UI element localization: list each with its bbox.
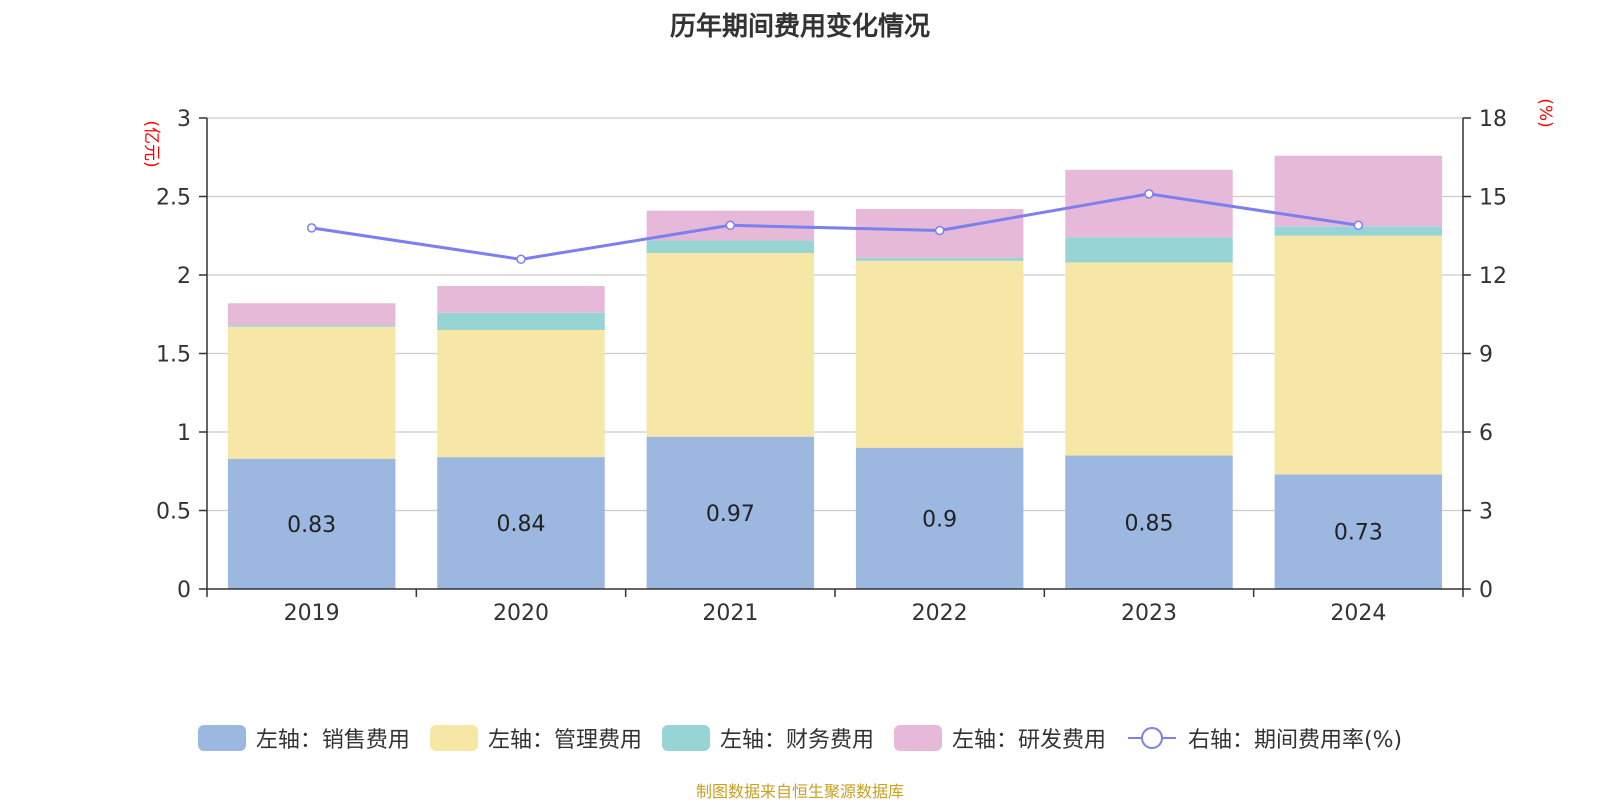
bar-segment xyxy=(1274,474,1443,589)
bar-segment xyxy=(1274,235,1443,475)
right-axis-tick-label: 0 xyxy=(1479,578,1493,603)
rate-point xyxy=(725,220,736,231)
legend-label: 左轴：管理费用 xyxy=(487,728,642,753)
bar-value-label: 0.85 xyxy=(1125,511,1174,536)
rate-point xyxy=(934,225,945,236)
legend-item[interactable]: 左轴：销售费用 xyxy=(197,722,410,754)
rate-line-path xyxy=(311,192,1359,261)
legend-item[interactable]: 左轴：管理费用 xyxy=(429,722,642,754)
left-axis-unit: (亿元) xyxy=(141,120,161,167)
legend-line-swatch xyxy=(1127,727,1176,749)
bar-segment xyxy=(437,285,605,313)
bar-segment xyxy=(227,326,396,459)
left-axis-tick-label: 0.5 xyxy=(156,500,191,525)
x-axis-tick-label: 2024 xyxy=(1330,601,1386,626)
bars xyxy=(227,155,1443,589)
x-axis-tick-label: 2021 xyxy=(702,601,758,626)
rate-point xyxy=(516,254,526,265)
bar-value-label: 0.83 xyxy=(287,513,336,538)
x-axis-tick-label: 2023 xyxy=(1121,601,1177,626)
bar-segment xyxy=(227,325,396,327)
bar-value-label: 0.84 xyxy=(497,512,546,537)
axes: 0 0.5 1 1.5 2 2.5 3 0 3 6 9 12 15 18 (亿元) (%) 2019 2020 20… xyxy=(141,98,1555,626)
bar-segment xyxy=(227,458,396,589)
left-axis-tick-label: 1 xyxy=(177,421,191,446)
bar-segment xyxy=(437,329,605,458)
legend-label: 右轴：期间费用率(%) xyxy=(1187,728,1403,753)
legend-label: 左轴：研发费用 xyxy=(951,728,1106,753)
bar-segment xyxy=(1065,455,1233,589)
x-axis-tick-label: 2022 xyxy=(912,601,968,626)
right-axis-tick-label: 12 xyxy=(1479,264,1507,289)
bar-segment xyxy=(646,253,815,437)
legend-item[interactable]: 右轴：期间费用率(%) xyxy=(1126,722,1402,754)
legend-label: 左轴：财务费用 xyxy=(719,728,874,753)
chart-title: 历年期间费用变化情况 xyxy=(669,12,930,42)
right-axis-tick-label: 3 xyxy=(1479,500,1493,525)
legend-swatch xyxy=(893,725,942,751)
bar-segment xyxy=(646,436,815,589)
left-axis-tick-label: 3 xyxy=(177,107,191,132)
bar-segment xyxy=(437,457,605,589)
left-axis-tick-label: 0 xyxy=(177,578,191,603)
chart-plot: 0 0.5 1 1.5 2 2.5 3 0 3 6 9 12 15 18 (亿元) (%) 2019 2020 20… xyxy=(141,98,1555,626)
bar-segment xyxy=(437,312,605,330)
bar-segment xyxy=(855,447,1024,589)
bar-value-label: 0.97 xyxy=(706,502,755,527)
legend-label: 左轴：销售费用 xyxy=(255,728,410,753)
legend-swatch xyxy=(429,725,478,751)
legend: 左轴：销售费用 左轴：管理费用 左轴：财务费用 左轴：研发费用 右轴：期间费用率(%) xyxy=(0,718,1600,758)
bar-segment xyxy=(1065,237,1233,263)
right-axis-tick-label: 18 xyxy=(1479,107,1507,132)
bar-segment xyxy=(1274,155,1443,227)
data-labels: 0.83 0.84 0.97 0.9 0.85 0.73 xyxy=(287,502,1383,546)
legend-item[interactable]: 左轴：研发费用 xyxy=(893,722,1106,754)
bar-segment xyxy=(855,260,1024,448)
bar-segment xyxy=(1274,226,1443,236)
right-axis-tick-label: 15 xyxy=(1479,186,1507,211)
right-axis-unit: (%) xyxy=(1535,98,1555,127)
right-axis-tick-label: 9 xyxy=(1479,343,1493,368)
source-note: 制图数据来自恒生聚源数据库 xyxy=(695,782,904,801)
bar-segment xyxy=(646,240,815,254)
legend-swatch xyxy=(197,725,246,751)
bar-segment xyxy=(1065,262,1233,456)
gridlines xyxy=(207,117,1463,512)
rate-point xyxy=(1144,189,1154,199)
left-axis-tick-label: 2.5 xyxy=(156,186,191,211)
left-axis-tick-label: 2 xyxy=(177,264,191,289)
x-axis-tick-label: 2020 xyxy=(493,601,549,626)
bar-segment xyxy=(227,303,396,326)
legend-swatch xyxy=(661,725,710,751)
legend-item[interactable]: 左轴：财务费用 xyxy=(661,722,874,754)
x-axis-tick-label: 2019 xyxy=(284,601,340,626)
bar-value-label: 0.9 xyxy=(922,507,957,532)
bar-value-label: 0.73 xyxy=(1334,521,1383,546)
rate-point xyxy=(1353,220,1364,231)
rate-point xyxy=(306,223,317,233)
left-axis-tick-label: 1.5 xyxy=(156,343,191,368)
legend-marker xyxy=(1140,727,1163,749)
rate-line xyxy=(306,189,1364,265)
bar-segment xyxy=(855,257,1024,261)
right-axis-tick-label: 6 xyxy=(1479,421,1493,446)
